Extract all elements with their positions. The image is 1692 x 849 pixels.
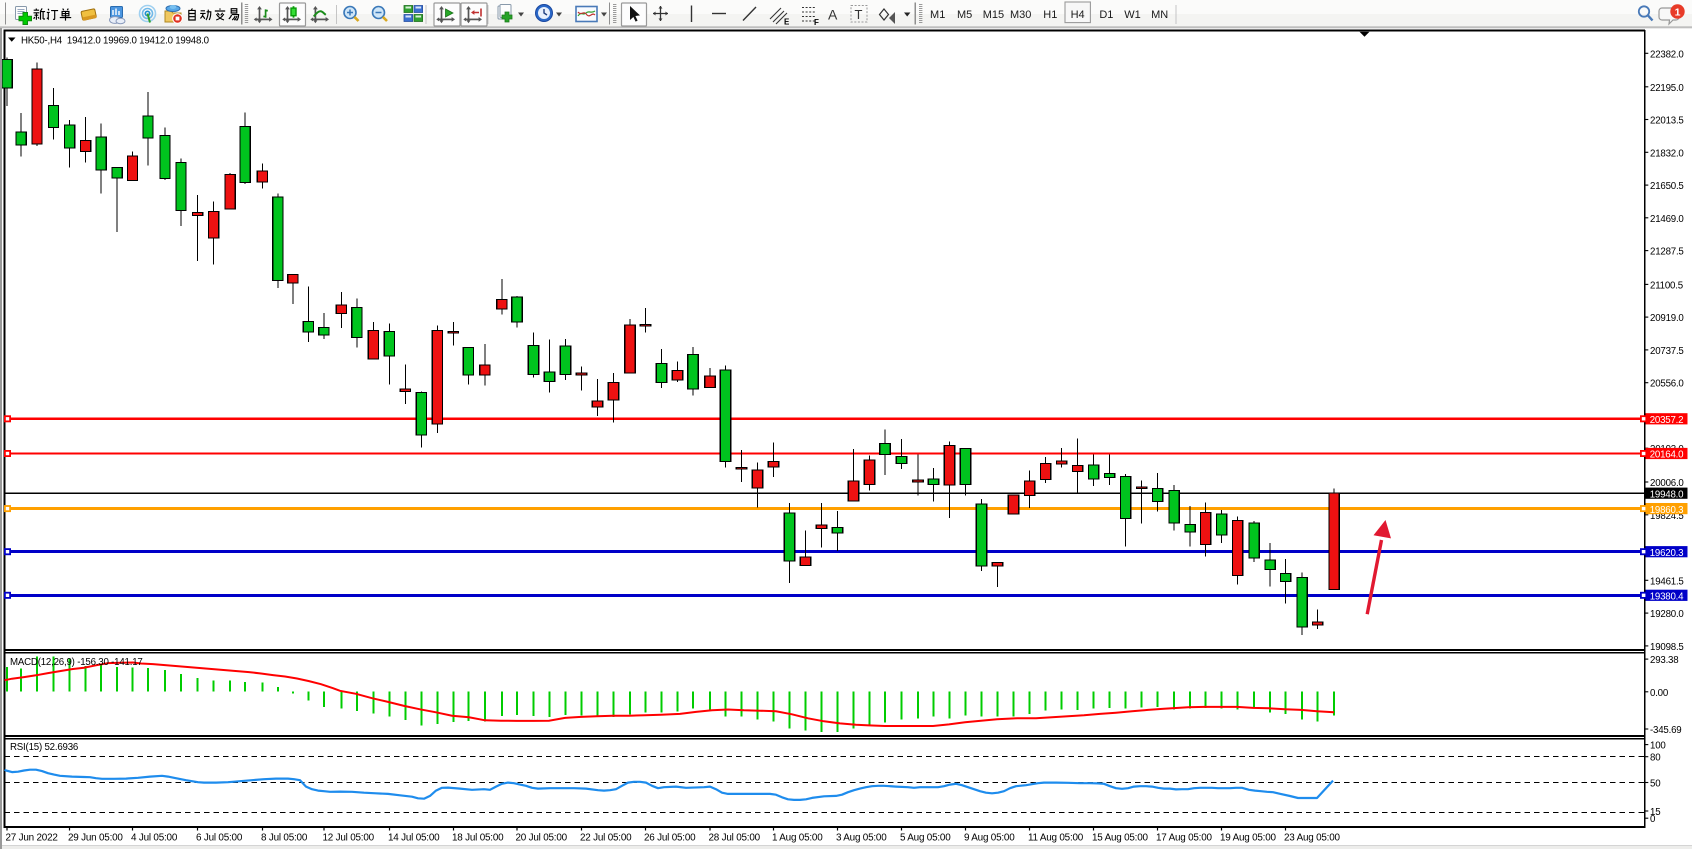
svg-text:5 Aug 05:00: 5 Aug 05:00 bbox=[900, 832, 951, 843]
svg-text:18 Jul 05:00: 18 Jul 05:00 bbox=[452, 832, 504, 843]
svg-text:21469.0: 21469.0 bbox=[1650, 214, 1684, 225]
svg-text:HK50-,H4 19412.0 19969.0 1941: HK50-,H4 19412.0 19969.0 19412.0 19948.0 bbox=[21, 36, 210, 47]
svg-text:T: T bbox=[855, 7, 863, 22]
svg-text:19098.5: 19098.5 bbox=[1650, 642, 1684, 653]
svg-text:17 Aug 05:00: 17 Aug 05:00 bbox=[1156, 832, 1213, 843]
svg-text:20357.2: 20357.2 bbox=[1650, 415, 1684, 426]
svg-text:19280.0: 19280.0 bbox=[1650, 609, 1684, 620]
svg-text:23 Aug 05:00: 23 Aug 05:00 bbox=[1284, 832, 1341, 843]
svg-text:H1: H1 bbox=[1043, 9, 1057, 21]
svg-text:14 Jul 05:00: 14 Jul 05:00 bbox=[388, 832, 440, 843]
svg-text:W1: W1 bbox=[1124, 9, 1141, 21]
svg-text:-345.69: -345.69 bbox=[1650, 725, 1681, 736]
svg-text:4 Jul 05:00: 4 Jul 05:00 bbox=[131, 832, 178, 843]
svg-text:21100.5: 21100.5 bbox=[1650, 280, 1683, 291]
svg-text:19948.0: 19948.0 bbox=[1650, 489, 1684, 500]
svg-text:0.00: 0.00 bbox=[1650, 688, 1669, 699]
svg-text:MACD(12,26,9) -156.30 -141.17: MACD(12,26,9) -156.30 -141.17 bbox=[10, 657, 143, 668]
svg-text:0: 0 bbox=[1650, 814, 1656, 825]
svg-text:21650.5: 21650.5 bbox=[1650, 181, 1684, 192]
svg-text:F: F bbox=[814, 18, 819, 27]
svg-text:80: 80 bbox=[1650, 753, 1661, 764]
svg-text:29 Jun 05:00: 29 Jun 05:00 bbox=[68, 832, 123, 843]
svg-text:15 Aug 05:00: 15 Aug 05:00 bbox=[1092, 832, 1149, 843]
svg-text:9 Aug 05:00: 9 Aug 05:00 bbox=[964, 832, 1015, 843]
svg-text:6 Jul 05:00: 6 Jul 05:00 bbox=[196, 832, 243, 843]
svg-text:20737.5: 20737.5 bbox=[1650, 346, 1684, 357]
svg-text:27 Jun 2022: 27 Jun 2022 bbox=[6, 832, 58, 843]
svg-text:21287.5: 21287.5 bbox=[1650, 247, 1684, 258]
svg-text:1: 1 bbox=[1675, 7, 1681, 19]
svg-text:MN: MN bbox=[1151, 9, 1168, 21]
svg-text:19 Aug 05:00: 19 Aug 05:00 bbox=[1220, 832, 1277, 843]
svg-text:22382.0: 22382.0 bbox=[1650, 49, 1684, 60]
svg-text:3 Aug 05:00: 3 Aug 05:00 bbox=[836, 832, 887, 843]
svg-text:11 Aug 05:00: 11 Aug 05:00 bbox=[1028, 832, 1084, 843]
svg-text:293.38: 293.38 bbox=[1650, 655, 1678, 666]
svg-text:A: A bbox=[828, 7, 838, 23]
svg-text:20006.0: 20006.0 bbox=[1650, 478, 1684, 489]
svg-text:M1: M1 bbox=[930, 9, 945, 21]
svg-text:20556.0: 20556.0 bbox=[1650, 379, 1684, 390]
svg-text:12 Jul 05:00: 12 Jul 05:00 bbox=[323, 832, 375, 843]
svg-text:M5: M5 bbox=[957, 9, 972, 21]
svg-text:H4: H4 bbox=[1071, 9, 1085, 21]
svg-text:19860.3: 19860.3 bbox=[1650, 505, 1684, 516]
svg-text:26 Jul 05:00: 26 Jul 05:00 bbox=[644, 832, 696, 843]
svg-text:20919.0: 20919.0 bbox=[1650, 313, 1684, 324]
svg-text:RSI(15) 52.6936: RSI(15) 52.6936 bbox=[10, 742, 78, 753]
svg-text:22195.0: 22195.0 bbox=[1650, 83, 1684, 94]
svg-text:M30: M30 bbox=[1010, 9, 1031, 21]
svg-text:20 Jul 05:00: 20 Jul 05:00 bbox=[516, 832, 568, 843]
svg-text:28 Jul 05:00: 28 Jul 05:00 bbox=[709, 832, 761, 843]
svg-text:22 Jul 05:00: 22 Jul 05:00 bbox=[580, 832, 632, 843]
svg-text:M15: M15 bbox=[983, 9, 1004, 21]
svg-text:8 Jul 05:00: 8 Jul 05:00 bbox=[261, 832, 308, 843]
svg-text:20164.0: 20164.0 bbox=[1650, 450, 1684, 461]
svg-text:21832.0: 21832.0 bbox=[1650, 148, 1684, 159]
svg-text:19461.5: 19461.5 bbox=[1650, 576, 1684, 587]
svg-text:D1: D1 bbox=[1099, 9, 1113, 21]
svg-text:1 Aug 05:00: 1 Aug 05:00 bbox=[772, 832, 823, 843]
svg-text:E: E bbox=[784, 18, 790, 27]
svg-text:50: 50 bbox=[1650, 779, 1661, 790]
svg-text:22013.5: 22013.5 bbox=[1650, 116, 1684, 127]
svg-text:19824.5: 19824.5 bbox=[1650, 511, 1684, 522]
svg-text:19380.4: 19380.4 bbox=[1650, 592, 1684, 603]
svg-text:19620.3: 19620.3 bbox=[1650, 548, 1684, 559]
svg-text:15: 15 bbox=[1650, 807, 1660, 818]
svg-text:100: 100 bbox=[1650, 741, 1666, 752]
